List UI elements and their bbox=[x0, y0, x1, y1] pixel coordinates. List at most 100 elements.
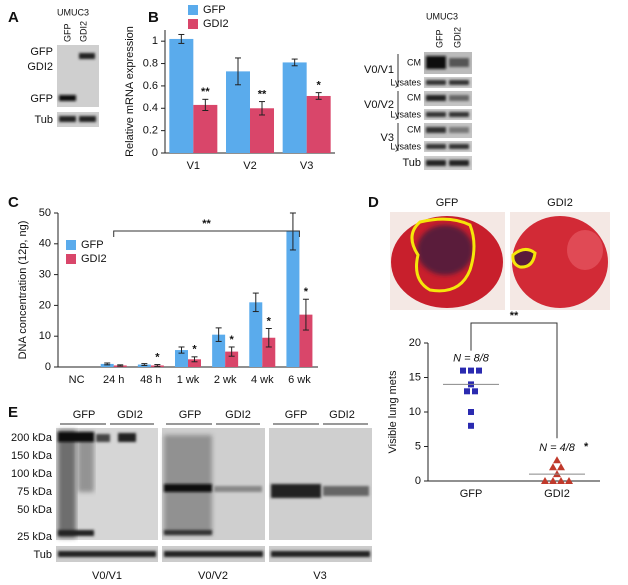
lane-label: GFP bbox=[434, 29, 444, 48]
significance: * bbox=[267, 315, 272, 327]
photo-label: GDI2 bbox=[547, 197, 573, 209]
group-label: V0/V2 bbox=[198, 570, 228, 582]
lane-label: GFP bbox=[62, 23, 72, 42]
row-label: GFP bbox=[30, 93, 53, 105]
marker-label: 200 kDa bbox=[11, 432, 53, 444]
bar bbox=[262, 337, 276, 367]
y-tick-label: 0 bbox=[152, 147, 158, 159]
y-tick-label: 0 bbox=[45, 361, 51, 373]
band bbox=[79, 116, 96, 122]
point bbox=[468, 409, 474, 415]
y-tick-label: 0 bbox=[415, 475, 421, 487]
x-tick-label: NC bbox=[69, 374, 85, 386]
lane-label: GFP bbox=[73, 409, 96, 421]
lane-label: GDI2 bbox=[329, 409, 355, 421]
row-label: Tub bbox=[402, 157, 421, 169]
bar bbox=[306, 95, 331, 153]
blot bbox=[57, 112, 99, 127]
lane-label: GDI2 bbox=[78, 21, 88, 42]
band bbox=[59, 95, 76, 101]
y-tick-label: 0.8 bbox=[143, 57, 158, 69]
point bbox=[460, 367, 466, 374]
panel-label: C bbox=[8, 194, 19, 211]
bar bbox=[175, 350, 188, 367]
y-tick-label: 0.2 bbox=[143, 125, 158, 137]
group-label: V0/V2 bbox=[364, 99, 394, 111]
x-tick-label: 48 h bbox=[140, 374, 161, 386]
bar bbox=[249, 302, 263, 367]
point bbox=[549, 463, 557, 471]
x-tick-label: 6 wk bbox=[288, 374, 311, 386]
legend-label: GFP bbox=[203, 4, 226, 16]
legend-swatch bbox=[66, 254, 76, 264]
x-tick-label: GFP bbox=[460, 488, 483, 500]
legend-label: GFP bbox=[81, 239, 104, 251]
lane-label: GDI2 bbox=[225, 409, 251, 421]
note: N = 4/8 bbox=[539, 442, 576, 454]
point bbox=[464, 388, 470, 395]
group-label: V3 bbox=[313, 570, 326, 582]
significance: ** bbox=[201, 86, 210, 98]
point bbox=[472, 388, 478, 395]
x-tick-label: 24 h bbox=[103, 374, 124, 386]
y-tick-label: 15 bbox=[409, 371, 421, 383]
blot-title: UMUC3 bbox=[57, 7, 89, 17]
y-tick-label: 30 bbox=[39, 269, 51, 281]
y-tick-label: 20 bbox=[39, 299, 51, 311]
x-tick-label: V3 bbox=[300, 160, 313, 172]
bar bbox=[169, 38, 194, 154]
point bbox=[557, 477, 565, 484]
point bbox=[549, 477, 557, 484]
row-label: Lysates bbox=[390, 77, 421, 87]
y-tick-label: 20 bbox=[409, 337, 421, 349]
y-axis-label: Relative mRNA expression bbox=[124, 26, 136, 157]
legend-swatch bbox=[188, 19, 198, 29]
y-axis-label: DNA concentration (12p, ng) bbox=[17, 221, 29, 360]
marker-label: 25 kDa bbox=[17, 531, 53, 543]
blot-e: GFP GDI2 GFP GDI2 GFP GDI2 200 kDa 150 k… bbox=[11, 409, 372, 582]
significance: * bbox=[192, 344, 197, 356]
significance: * bbox=[155, 351, 160, 363]
panel-label: D bbox=[368, 194, 379, 211]
band bbox=[79, 53, 95, 59]
marker-label: Tub bbox=[33, 549, 52, 561]
row-label: Tub bbox=[34, 114, 53, 126]
panel-label: A bbox=[8, 9, 19, 26]
row-label: Lysates bbox=[390, 109, 421, 119]
legend-label: GDI2 bbox=[81, 253, 107, 265]
significance: * bbox=[584, 441, 589, 453]
point bbox=[565, 477, 573, 484]
photos: GFP GDI2 bbox=[390, 197, 610, 310]
marker-label: 150 kDa bbox=[11, 450, 53, 462]
x-tick-label: GDI2 bbox=[544, 488, 570, 500]
bar bbox=[193, 104, 218, 153]
x-tick-label: 1 wk bbox=[177, 374, 200, 386]
significance: ** bbox=[258, 88, 267, 100]
panel-label: E bbox=[8, 404, 18, 421]
photo-label: GFP bbox=[436, 197, 459, 209]
group-label: V3 bbox=[381, 132, 394, 144]
x-tick-label: V1 bbox=[187, 160, 200, 172]
group-label: V0/V1 bbox=[92, 570, 122, 582]
blot-title: UMUC3 bbox=[426, 11, 458, 21]
blot-b: UMUC3 GFP GDI2 V0/V1 V0/V2 V3 CM Lysates… bbox=[364, 11, 472, 170]
marker-label: 100 kDa bbox=[11, 468, 53, 480]
row-label: GDI2 bbox=[27, 61, 53, 73]
lane-label: GDI2 bbox=[117, 409, 143, 421]
y-tick-label: 40 bbox=[39, 238, 51, 250]
bar bbox=[286, 231, 300, 367]
band bbox=[59, 116, 76, 122]
point bbox=[468, 422, 474, 429]
bracket-label: ** bbox=[510, 310, 519, 322]
y-tick-label: 0.6 bbox=[143, 80, 158, 92]
y-tick-label: 5 bbox=[415, 440, 421, 452]
significance: * bbox=[230, 334, 235, 346]
point bbox=[557, 463, 565, 471]
y-tick-label: 10 bbox=[409, 406, 421, 418]
marker-label: 75 kDa bbox=[17, 486, 53, 498]
bar bbox=[100, 363, 114, 367]
blot-a: UMUC3 GFP GDI2 GFP GDI2 GFP Tub bbox=[27, 7, 99, 127]
point bbox=[476, 367, 482, 374]
y-tick-label: 1 bbox=[152, 35, 158, 47]
